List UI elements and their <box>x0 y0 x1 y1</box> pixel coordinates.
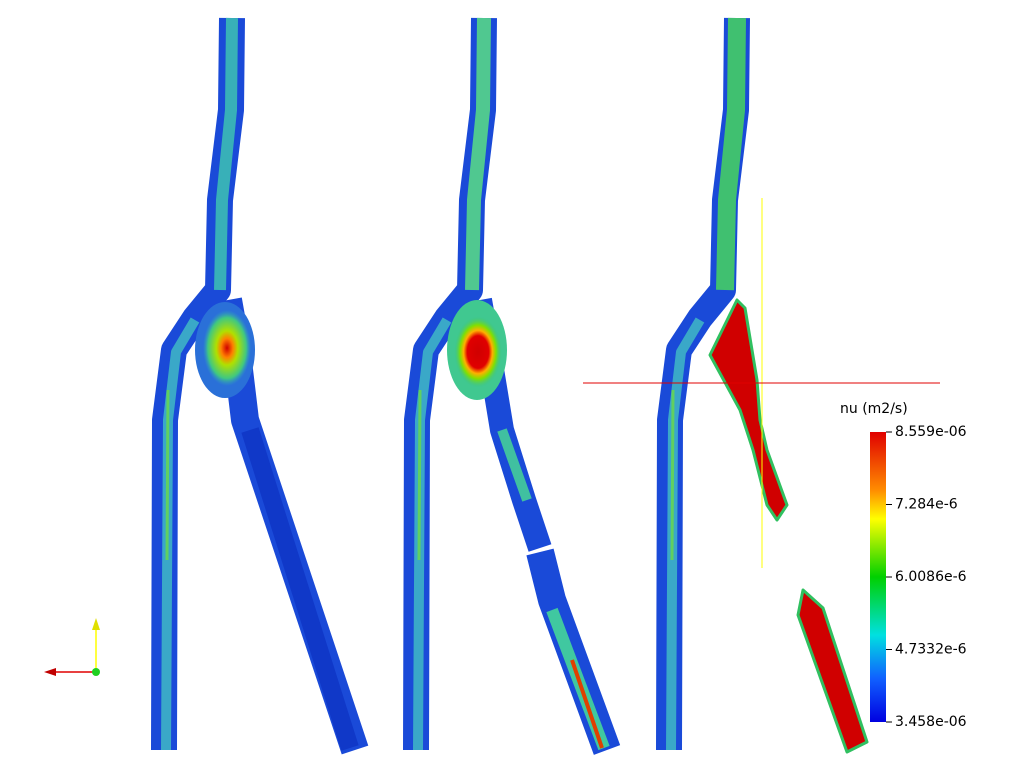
legend-label: 6.0086e-6 <box>895 569 967 585</box>
legend-label: 3.458e-06 <box>895 714 967 730</box>
legend-label: 7.284e-6 <box>895 497 958 513</box>
orientation-axes <box>44 618 100 676</box>
color-bar <box>870 432 886 722</box>
vessel-render <box>151 17 369 755</box>
vessel-render <box>656 17 869 754</box>
color-legend: nu (m2/s) 8.559e-06 7.284e-6 6.0086e-6 4.73… <box>840 401 967 730</box>
legend-title: nu (m2/s) <box>840 401 908 417</box>
vessel-render <box>403 17 621 755</box>
legend-label: 8.559e-06 <box>895 424 967 440</box>
legend-label: 4.7332e-6 <box>895 642 967 658</box>
